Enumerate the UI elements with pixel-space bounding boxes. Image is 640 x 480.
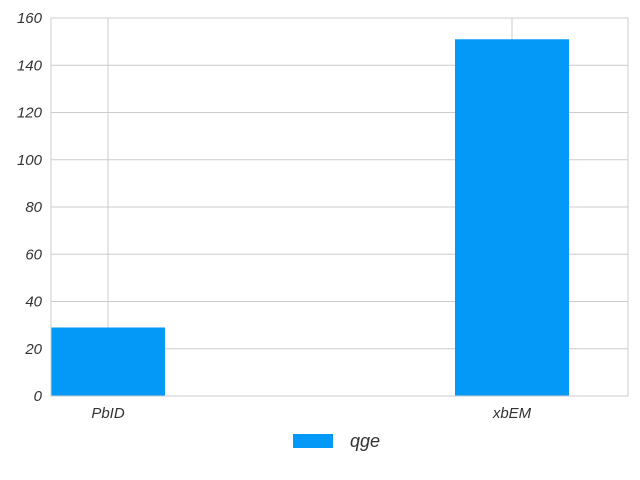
- y-tick-label: 120: [17, 105, 43, 122]
- bar-PbID: [51, 327, 165, 396]
- x-tick-label: xbEM: [492, 405, 532, 422]
- legend-label: qge: [350, 431, 380, 451]
- y-tick-label: 60: [25, 246, 42, 263]
- bar-xbEM: [455, 39, 569, 396]
- y-tick-label: 160: [17, 10, 43, 27]
- legend: qge: [293, 431, 380, 451]
- y-tick-label: 80: [25, 199, 42, 216]
- y-tick-label: 40: [25, 294, 42, 311]
- y-tick-label: 0: [34, 388, 43, 405]
- y-tick-label: 100: [17, 152, 43, 169]
- y-tick-label: 140: [17, 57, 43, 74]
- y-tick-label: 20: [24, 341, 42, 358]
- x-axis-ticks: PbID xbEM: [91, 405, 531, 422]
- y-axis-ticks: 0 20 40 60 80 100 120 140 160: [17, 10, 43, 405]
- plot-frame: [50, 17, 629, 397]
- x-tick-label: PbID: [91, 405, 125, 422]
- bars: [51, 39, 569, 396]
- legend-swatch: [293, 434, 333, 448]
